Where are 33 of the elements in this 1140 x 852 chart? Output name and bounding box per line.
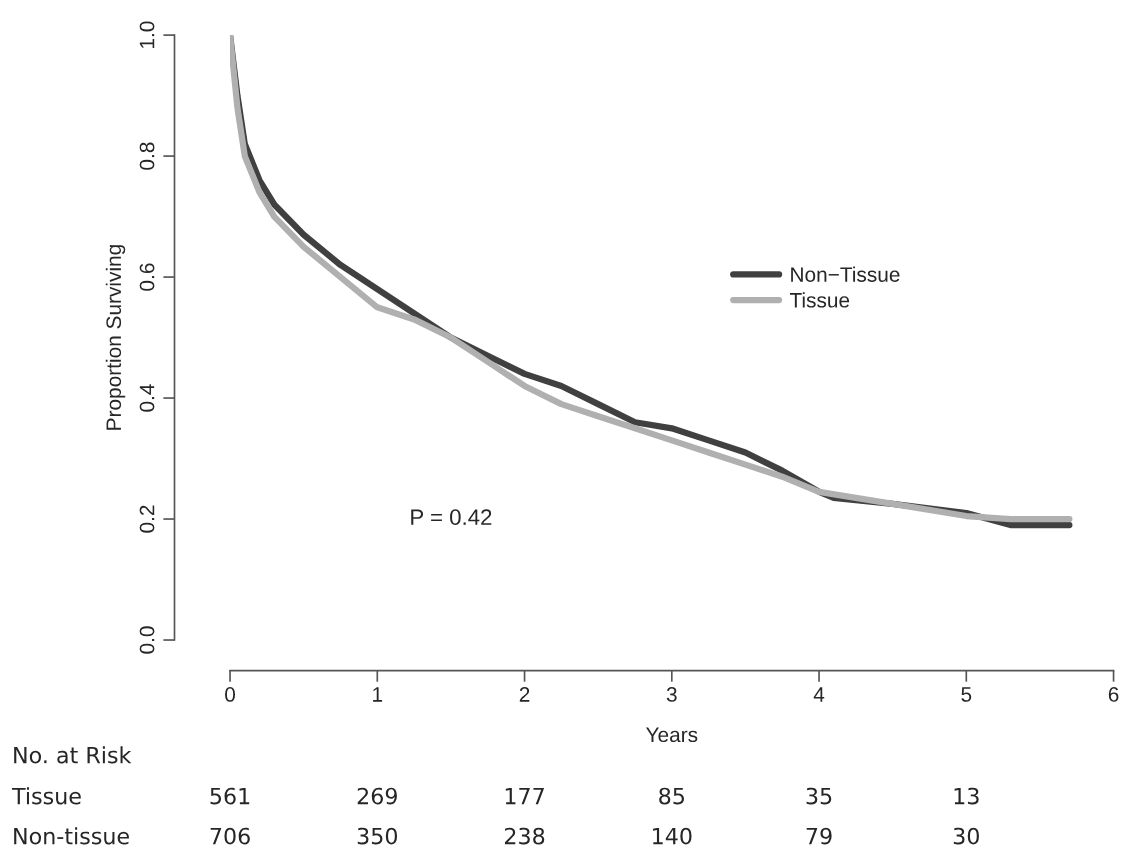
x-tick-label: 6 (1108, 687, 1119, 702)
y-tick-label: 1.0 (139, 21, 155, 48)
text: 140 (653, 827, 692, 845)
text: 269 (357, 787, 397, 805)
text: 85 (659, 787, 684, 805)
text: 13 (954, 787, 979, 805)
y-tick-label: 0.4 (139, 384, 155, 412)
legend-label: Non−Tissue (791, 266, 900, 282)
x-tick-label: 4 (813, 687, 825, 702)
text: No. at Risk (14, 746, 132, 764)
text: 79 (806, 827, 832, 845)
legend-label: Tissue (789, 292, 850, 308)
text: 30 (953, 827, 979, 845)
y-tick-label: 0.2 (139, 505, 155, 533)
annotation: P = 0.42 (411, 509, 492, 525)
x-tick-label: 2 (519, 687, 530, 702)
text: Tissue (11, 787, 81, 805)
y-tick-label: 0.8 (139, 142, 155, 170)
x-tick-label: 1 (373, 687, 383, 702)
y-axis-title: Proportion Surviving (105, 245, 126, 430)
x-tick-label: 3 (666, 687, 677, 702)
x-axis-title: Years (646, 727, 698, 743)
text: 706 (210, 827, 250, 845)
y-tick-label: 0.0 (139, 626, 155, 654)
text: 35 (806, 787, 832, 805)
y-tick-label: 0.6 (139, 263, 155, 291)
x-tick-label: 5 (961, 687, 972, 702)
text: 177 (505, 787, 544, 805)
text: 350 (357, 827, 398, 845)
text: Non-tissue (14, 827, 129, 845)
text: 561 (210, 787, 250, 805)
text: 238 (504, 827, 545, 845)
x-tick-label: 0 (225, 687, 236, 702)
